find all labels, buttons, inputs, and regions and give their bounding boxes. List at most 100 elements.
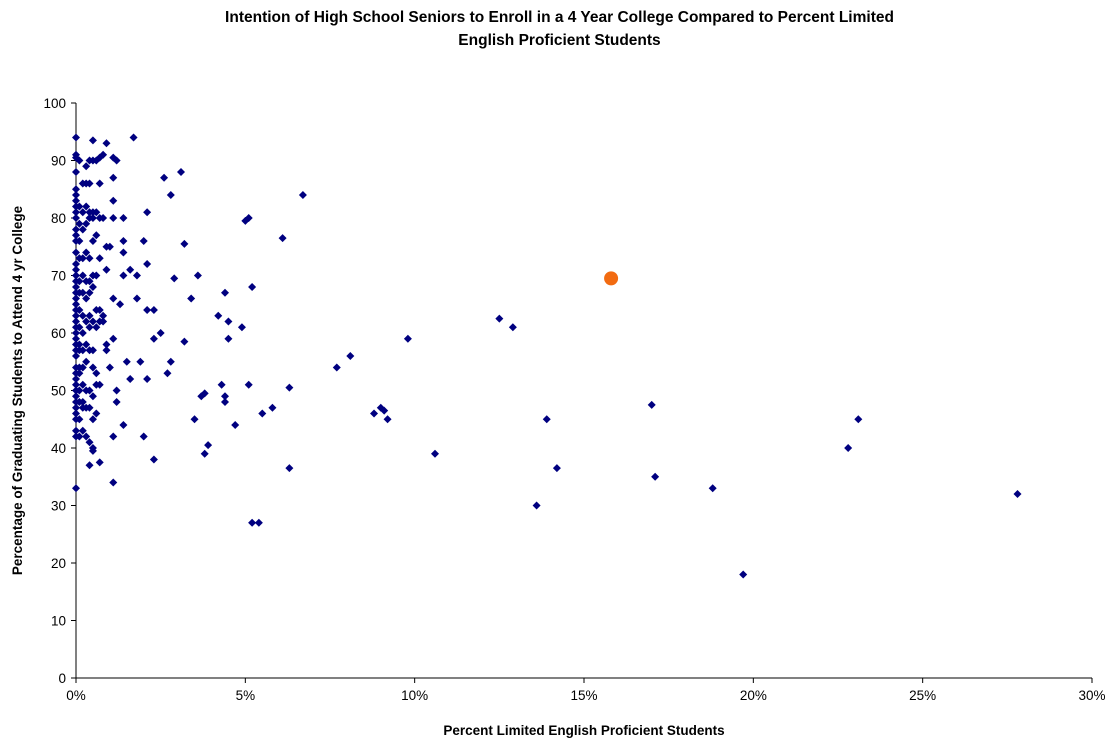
data-point: [112, 386, 121, 395]
data-point: [136, 357, 145, 366]
data-point: [109, 334, 118, 343]
data-point: [708, 484, 717, 493]
data-point: [1013, 490, 1022, 498]
data-point: [95, 179, 104, 188]
data-point: [82, 357, 91, 366]
data-point: [88, 136, 97, 145]
data-point: [72, 380, 80, 389]
data-point: [383, 415, 392, 424]
data-point: [109, 294, 118, 303]
data-point: [99, 317, 108, 326]
data-point: [92, 323, 101, 332]
data-point: [92, 409, 101, 418]
data-point: [72, 271, 80, 280]
data-point: [180, 337, 189, 346]
data-point: [109, 214, 118, 222]
data-point: [200, 449, 209, 458]
data-point: [95, 306, 104, 314]
data-point: [244, 214, 253, 222]
data-point: [75, 219, 84, 228]
data-point: [109, 478, 118, 487]
data-point: [217, 380, 226, 389]
data-point: [166, 191, 175, 199]
data-point: [651, 472, 660, 481]
x-tick-label: 5%: [236, 688, 256, 703]
data-point: [854, 415, 863, 424]
data-point: [224, 334, 233, 343]
data-points: [72, 133, 1022, 579]
data-point: [72, 300, 80, 309]
data-point: [143, 260, 152, 268]
data-point: [92, 271, 101, 280]
data-point: [99, 214, 108, 222]
data-point: [139, 237, 148, 245]
data-point: [105, 363, 114, 372]
data-point: [72, 191, 80, 199]
data-point: [82, 340, 91, 349]
data-point: [92, 231, 101, 240]
y-tick-label: 50: [51, 384, 66, 399]
data-point: [143, 208, 152, 217]
data-point: [72, 260, 80, 268]
data-point: [85, 311, 94, 320]
data-point: [75, 156, 84, 165]
data-point: [78, 329, 87, 337]
data-point: [85, 323, 94, 332]
data-point: [143, 306, 152, 314]
data-point: [149, 306, 158, 314]
data-point: [88, 283, 97, 291]
highlight-point: [604, 271, 619, 286]
data-point: [85, 288, 94, 297]
data-point: [88, 363, 97, 372]
data-point: [72, 426, 80, 435]
x-tick-label: 0%: [66, 688, 86, 703]
data-point: [102, 346, 111, 355]
data-point: [72, 392, 80, 401]
data-point: [78, 288, 87, 297]
x-tick-label: 25%: [909, 688, 936, 703]
data-point: [552, 464, 561, 473]
data-point: [149, 334, 158, 343]
data-point: [278, 234, 287, 243]
data-point: [95, 254, 104, 263]
data-point: [122, 357, 131, 366]
data-point: [109, 196, 118, 205]
data-point: [119, 271, 128, 280]
chart-title-line-2: English Proficient Students: [458, 32, 661, 49]
data-point: [85, 254, 94, 263]
data-point: [844, 444, 853, 452]
data-point: [72, 484, 80, 493]
data-point: [248, 283, 257, 291]
chart-title: Intention of High School Seniors to Enro…: [0, 6, 1119, 52]
axes: [75, 103, 1092, 679]
data-point: [214, 311, 223, 320]
data-point: [370, 409, 379, 418]
data-point: [495, 314, 504, 323]
data-point: [119, 421, 128, 429]
x-tick-label: 30%: [1078, 688, 1105, 703]
y-tick-label: 100: [43, 96, 66, 111]
data-point: [72, 334, 80, 343]
data-point: [78, 254, 87, 263]
data-point: [72, 283, 80, 291]
data-point: [75, 340, 84, 349]
data-point: [85, 179, 94, 188]
chart-title-line-1: Intention of High School Seniors to Enro…: [225, 9, 894, 26]
y-tick-label: 0: [58, 671, 66, 686]
data-point: [187, 294, 196, 303]
data-point: [82, 248, 91, 257]
data-point: [102, 139, 111, 148]
y-axis-ticks: 0 10 20 30 40 50 60 70 80 90 100: [43, 96, 76, 686]
data-point: [156, 329, 165, 337]
data-point: [72, 133, 80, 142]
data-point: [532, 501, 541, 510]
data-point: [75, 432, 84, 441]
data-point: [72, 311, 80, 320]
data-point: [85, 438, 94, 447]
data-point: [204, 441, 213, 450]
data-point: [380, 406, 389, 415]
data-point: [85, 403, 94, 412]
y-tick-label: 80: [51, 211, 66, 226]
data-point: [298, 191, 307, 199]
